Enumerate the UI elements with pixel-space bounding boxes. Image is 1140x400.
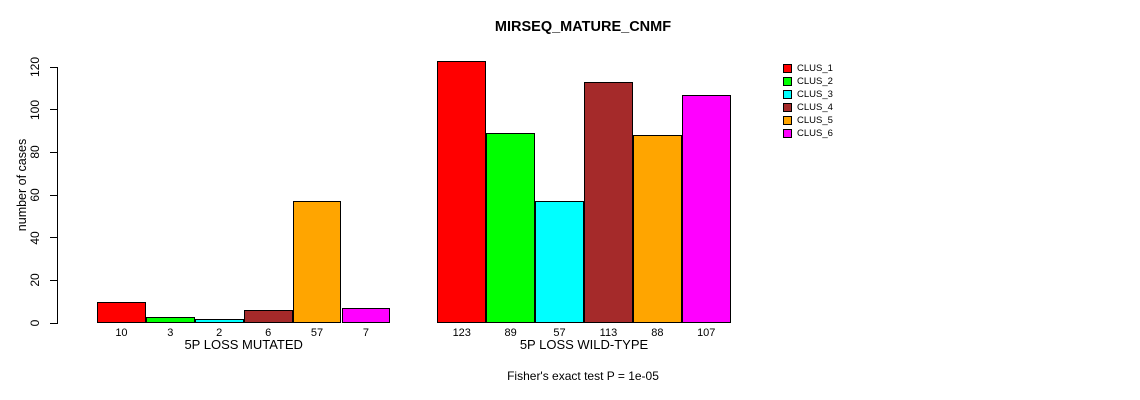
legend-item-label: CLUS_5: [797, 115, 833, 126]
bar-clus_1: [437, 60, 487, 323]
y-axis-line: [57, 67, 58, 324]
bar-value-label: 57: [553, 326, 566, 339]
y-axis-tick-label: 20: [28, 273, 42, 288]
bar-clus_1: [97, 301, 146, 323]
bar-clus_6: [681, 94, 731, 323]
y-axis-tick-label: 100: [28, 99, 42, 120]
bar-clus_3: [535, 201, 584, 323]
y-axis-tick: [50, 151, 57, 153]
legend-item: CLUS_5: [783, 114, 833, 127]
legend-item-label: CLUS_3: [797, 89, 833, 100]
bar-value-label: 10: [115, 326, 128, 339]
bar-value-label: 7: [362, 326, 369, 339]
y-axis-tick-label: 40: [28, 230, 42, 245]
y-axis-tick-label: 0: [28, 319, 42, 327]
y-axis-tick: [50, 66, 57, 68]
y-axis-tick: [50, 194, 57, 196]
legend-swatch: [783, 90, 792, 99]
bar-clus_2: [486, 133, 536, 323]
bar-value-label: 107: [697, 326, 716, 339]
y-axis-tick-label: 60: [28, 188, 42, 202]
legend-swatch: [783, 129, 792, 138]
bar-value-label: 3: [167, 326, 174, 339]
y-axis-title: number of cases: [15, 138, 29, 232]
group-label: 5P LOSS WILD-TYPE: [519, 337, 649, 352]
legend: CLUS_1 CLUS_2 CLUS_3 CLUS_4 CLUS_5 CLUS_6: [783, 62, 833, 140]
bar-value-label: 2: [216, 326, 223, 339]
legend-swatch: [783, 116, 792, 125]
bar-value-label: 89: [504, 326, 517, 339]
legend-item-label: CLUS_2: [797, 76, 833, 87]
bar-clus_2: [145, 316, 195, 323]
legend-item: CLUS_4: [783, 101, 833, 114]
bar-clus_5: [632, 135, 682, 323]
bar-clus_6: [341, 308, 391, 323]
bar-value-label: 113: [599, 326, 618, 339]
legend-item-label: CLUS_1: [797, 63, 833, 74]
bar-clus_3: [194, 318, 244, 323]
y-axis-tick: [50, 237, 57, 239]
y-axis-tick: [50, 322, 57, 324]
chart-title: MIRSEQ_MATURE_CNMF: [494, 19, 672, 35]
y-axis-tick: [50, 109, 57, 111]
legend-item: CLUS_3: [783, 88, 833, 101]
legend-swatch: [783, 64, 792, 73]
bar-clus_4: [584, 81, 633, 323]
bar-value-label: 57: [310, 326, 324, 339]
y-axis-tick-label: 80: [28, 145, 42, 160]
legend-item-label: CLUS_6: [797, 128, 833, 139]
bar-clus_5: [292, 201, 342, 323]
legend-item-label: CLUS_4: [797, 102, 833, 113]
group-label: 5P LOSS MUTATED: [184, 337, 303, 352]
annotation-text: Fisher's exact test P = 1e-05: [507, 369, 659, 383]
legend-item: CLUS_2: [783, 75, 833, 88]
bar-value-label: 88: [651, 326, 664, 339]
y-axis-tick-label: 120: [28, 56, 42, 78]
legend-item: CLUS_1: [783, 62, 833, 75]
bar-value-label: 123: [452, 326, 471, 339]
legend-swatch: [783, 77, 792, 86]
bar-value-label: 6: [265, 326, 272, 339]
legend-swatch: [783, 103, 792, 112]
bar-clus_4: [243, 310, 293, 323]
y-axis-tick: [50, 279, 57, 281]
legend-item: CLUS_6: [783, 127, 833, 140]
